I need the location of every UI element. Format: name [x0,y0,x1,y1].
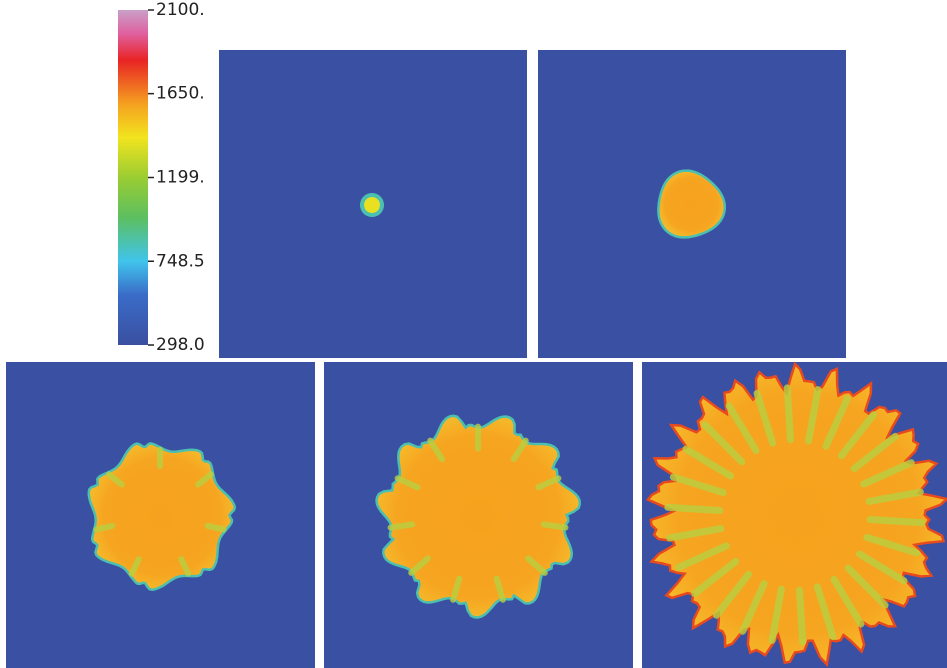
temperature-front [657,169,727,239]
finger [128,556,142,577]
finger [739,580,768,635]
finger [204,522,227,533]
finger [540,521,569,531]
finger [525,555,548,576]
finger [783,384,794,444]
finger [805,386,822,445]
finger [850,432,899,473]
finger [675,542,730,571]
tick-label: 1650. [156,84,205,104]
temperature-front [375,414,581,619]
finger [813,583,837,641]
finger [669,473,727,497]
finger [394,475,421,491]
finger [387,521,416,531]
tick-label: 298.0 [156,335,205,355]
finger [93,522,116,533]
finger [666,525,725,542]
temperature-front [360,193,384,217]
tick-label: 748.5 [156,251,205,271]
finger [822,395,851,450]
finger [768,585,785,644]
finger [195,471,214,488]
finger [427,437,446,463]
finger [701,421,746,466]
finger [178,556,192,577]
temperature-front [87,442,237,591]
finger [860,459,915,488]
finger [863,533,921,557]
finger [535,475,562,491]
finger [865,488,924,505]
finger [510,437,529,463]
finger [753,389,777,447]
finger [682,445,735,480]
finger [866,516,926,527]
finger [408,555,431,576]
finger [493,575,506,603]
finger [664,503,724,514]
finger [106,471,125,488]
finger [830,575,865,628]
finger [837,411,878,460]
finger [725,402,760,455]
finger [855,550,908,585]
tick-label: 2100. [156,0,205,20]
finger [450,575,463,603]
finger [691,557,740,598]
finger [712,570,753,619]
tick-label: 1199. [156,168,205,188]
finger [796,586,807,646]
finger [844,564,889,609]
colorbar [118,10,148,345]
